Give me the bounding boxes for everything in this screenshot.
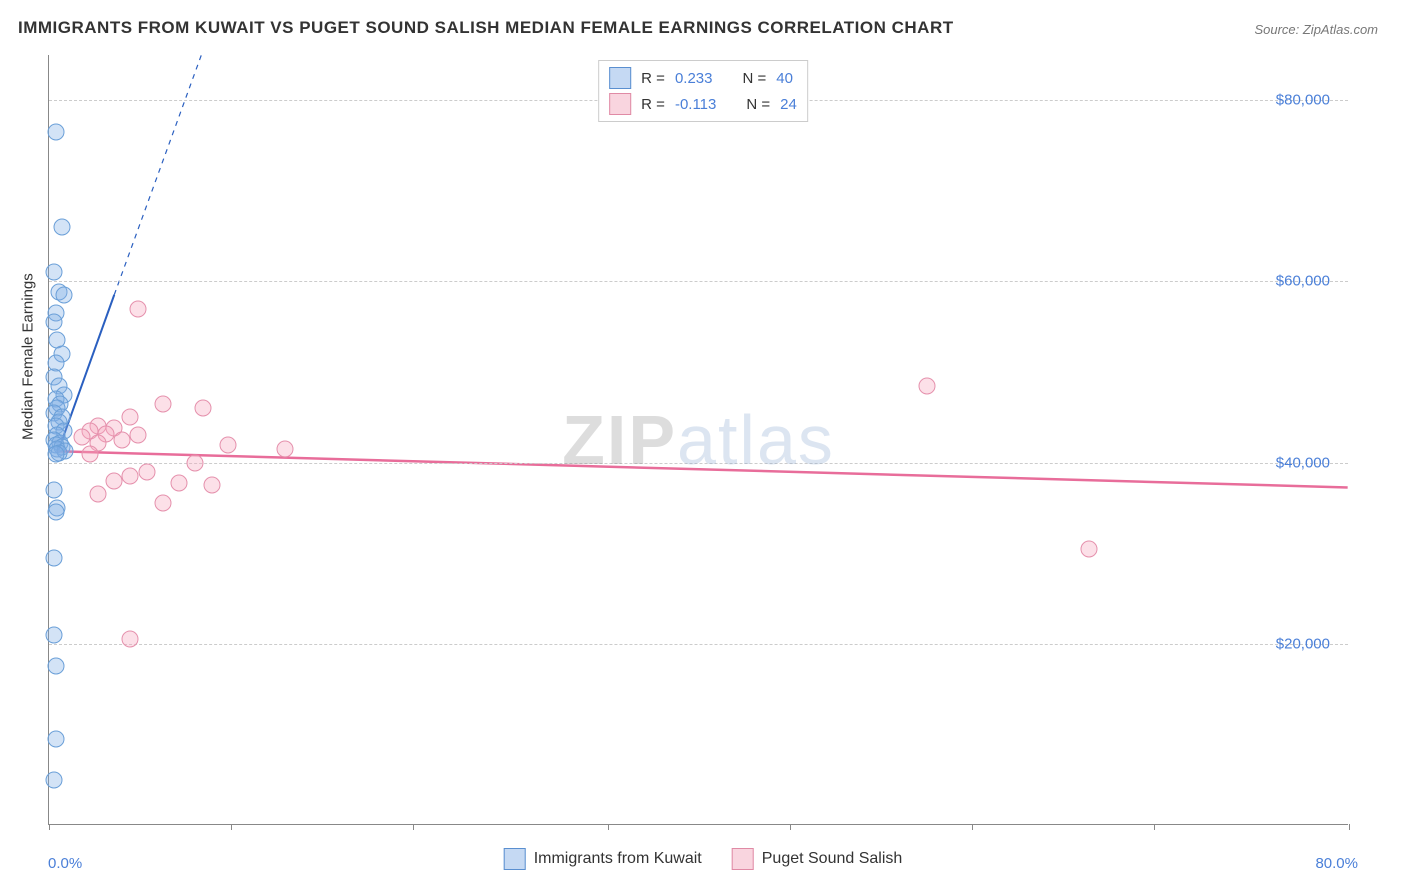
x-tick [1154,824,1155,830]
series-legend: Immigrants from Kuwait Puget Sound Salish [504,848,903,870]
legend-item: Puget Sound Salish [732,848,903,870]
data-point-kuwait [47,730,64,747]
data-point-kuwait [47,124,64,141]
plot-area: ZIPatlas $20,000 $40,000 $60,000 $80,000 [48,55,1348,825]
n-label: N = [742,70,766,87]
y-axis-title: Median Female Earnings [20,273,37,440]
x-max-label: 80.0% [1315,855,1358,872]
x-tick [790,824,791,830]
x-min-label: 0.0% [48,855,82,872]
data-point-salish [81,445,98,462]
data-point-kuwait [45,771,62,788]
y-tick-label: $20,000 [1276,635,1330,652]
legend-label: Immigrants from Kuwait [534,850,702,868]
data-point-salish [122,631,139,648]
data-point-salish [203,477,220,494]
data-point-salish [219,436,236,453]
gridline-h [49,281,1348,282]
x-tick [972,824,973,830]
data-point-salish [171,474,188,491]
watermark-zip: ZIP [562,401,677,479]
data-point-kuwait [47,658,64,675]
r-value: -0.113 [675,96,716,113]
chart-title: IMMIGRANTS FROM KUWAIT VS PUGET SOUND SA… [18,18,954,38]
data-point-kuwait [45,314,62,331]
swatch-pink [609,93,631,115]
data-point-kuwait [55,287,72,304]
stats-legend: R = 0.233 N = 40 R = -0.113 N = 24 [598,60,808,122]
swatch-blue [504,848,526,870]
stats-row: R = -0.113 N = 24 [609,91,797,117]
y-tick-label: $60,000 [1276,273,1330,290]
watermark-atlas: atlas [677,401,835,479]
gridline-h [49,463,1348,464]
y-tick-label: $80,000 [1276,92,1330,109]
data-point-kuwait [45,264,62,281]
trend-lines [49,55,1348,824]
data-point-salish [276,441,293,458]
trendline-dash-kuwait [114,55,244,295]
data-point-salish [122,409,139,426]
legend-label: Puget Sound Salish [762,850,903,868]
data-point-kuwait [47,445,64,462]
gridline-h [49,644,1348,645]
data-point-salish [114,432,131,449]
data-point-salish [187,454,204,471]
source-label: Source: ZipAtlas.com [1254,22,1378,37]
x-tick [49,824,50,830]
data-point-salish [154,495,171,512]
data-point-salish [195,400,212,417]
x-tick [413,824,414,830]
data-point-salish [918,377,935,394]
x-tick [608,824,609,830]
x-tick [1349,824,1350,830]
y-tick-label: $40,000 [1276,454,1330,471]
data-point-salish [89,486,106,503]
data-point-salish [1081,540,1098,557]
data-point-kuwait [54,219,71,236]
r-value: 0.233 [675,70,713,87]
x-tick [231,824,232,830]
data-point-salish [130,300,147,317]
data-point-kuwait [45,481,62,498]
data-point-kuwait [45,626,62,643]
data-point-salish [138,463,155,480]
r-label: R = [641,96,665,113]
n-value: 24 [780,96,797,113]
stats-row: R = 0.233 N = 40 [609,65,797,91]
n-value: 40 [776,70,793,87]
data-point-salish [106,472,123,489]
r-label: R = [641,70,665,87]
swatch-pink [732,848,754,870]
data-point-kuwait [47,504,64,521]
data-point-salish [130,427,147,444]
data-point-salish [73,429,90,446]
legend-item: Immigrants from Kuwait [504,848,702,870]
watermark: ZIPatlas [562,400,835,480]
data-point-salish [122,468,139,485]
swatch-blue [609,67,631,89]
n-label: N = [746,96,770,113]
data-point-salish [154,395,171,412]
data-point-kuwait [45,549,62,566]
trendline-salish [57,451,1347,487]
